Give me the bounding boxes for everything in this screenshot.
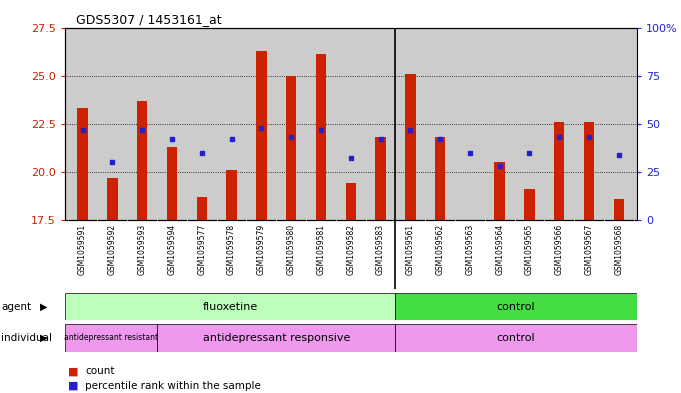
Bar	[396, 293, 637, 320]
Bar	[137, 101, 147, 220]
Bar	[524, 189, 535, 220]
Bar	[375, 137, 385, 220]
Text: GSM1059581: GSM1059581	[317, 224, 326, 275]
Bar	[157, 324, 396, 352]
Text: percentile rank within the sample: percentile rank within the sample	[85, 381, 261, 391]
Text: GSM1059582: GSM1059582	[346, 224, 355, 275]
Bar	[78, 108, 88, 220]
Bar	[614, 199, 624, 220]
Text: GSM1059562: GSM1059562	[436, 224, 445, 275]
Bar	[405, 74, 415, 220]
Bar	[435, 137, 445, 220]
Text: ■: ■	[68, 381, 78, 391]
Text: GSM1059583: GSM1059583	[376, 224, 385, 275]
Text: GSM1059561: GSM1059561	[406, 224, 415, 275]
Bar	[197, 197, 207, 220]
Text: GSM1059579: GSM1059579	[257, 224, 266, 275]
Text: individual: individual	[1, 333, 52, 343]
Bar	[65, 293, 396, 320]
Text: GSM1059564: GSM1059564	[495, 224, 504, 275]
Bar	[345, 184, 356, 220]
Text: GSM1059591: GSM1059591	[78, 224, 87, 275]
Bar	[584, 122, 595, 220]
Text: antidepressant responsive: antidepressant responsive	[202, 333, 350, 343]
Text: GSM1059580: GSM1059580	[287, 224, 296, 275]
Text: GSM1059578: GSM1059578	[227, 224, 236, 275]
Bar	[226, 170, 237, 220]
Text: ■: ■	[68, 366, 78, 376]
Text: fluoxetine: fluoxetine	[202, 301, 257, 312]
Text: GSM1059567: GSM1059567	[584, 224, 594, 275]
Bar	[554, 122, 565, 220]
Text: GSM1059577: GSM1059577	[197, 224, 206, 275]
Bar	[167, 147, 177, 220]
Bar	[65, 324, 157, 352]
Text: GSM1059568: GSM1059568	[614, 224, 623, 275]
Text: count: count	[85, 366, 114, 376]
Bar	[396, 324, 637, 352]
Text: control: control	[496, 333, 535, 343]
Text: GSM1059566: GSM1059566	[555, 224, 564, 275]
Text: agent: agent	[1, 301, 31, 312]
Text: ▶: ▶	[39, 333, 47, 343]
Text: antidepressant resistant: antidepressant resistant	[64, 334, 158, 342]
Text: GSM1059565: GSM1059565	[525, 224, 534, 275]
Text: GDS5307 / 1453161_at: GDS5307 / 1453161_at	[76, 13, 222, 26]
Bar	[107, 178, 118, 220]
Text: GSM1059593: GSM1059593	[138, 224, 146, 275]
Bar	[286, 75, 296, 220]
Bar	[316, 55, 326, 220]
Text: control: control	[496, 301, 535, 312]
Bar	[256, 51, 266, 220]
Bar	[494, 162, 505, 220]
Text: GSM1059592: GSM1059592	[108, 224, 117, 275]
Text: GSM1059594: GSM1059594	[168, 224, 176, 275]
Text: GSM1059563: GSM1059563	[465, 224, 475, 275]
Text: ▶: ▶	[39, 301, 47, 312]
